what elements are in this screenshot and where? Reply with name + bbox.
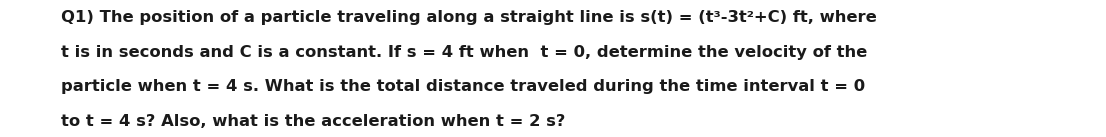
Text: t is in seconds and C is a constant. If s = 4 ft when  t = 0, determine the velo: t is in seconds and C is a constant. If … <box>61 45 867 59</box>
Text: particle when t = 4 s. What is the total distance traveled during the time inter: particle when t = 4 s. What is the total… <box>61 79 865 94</box>
Text: Q1) The position of a particle traveling along a straight line is s(t) = (t³-3t²: Q1) The position of a particle traveling… <box>61 10 877 25</box>
Text: to t = 4 s? Also, what is the acceleration when t = 2 s?: to t = 4 s? Also, what is the accelerati… <box>61 114 565 129</box>
